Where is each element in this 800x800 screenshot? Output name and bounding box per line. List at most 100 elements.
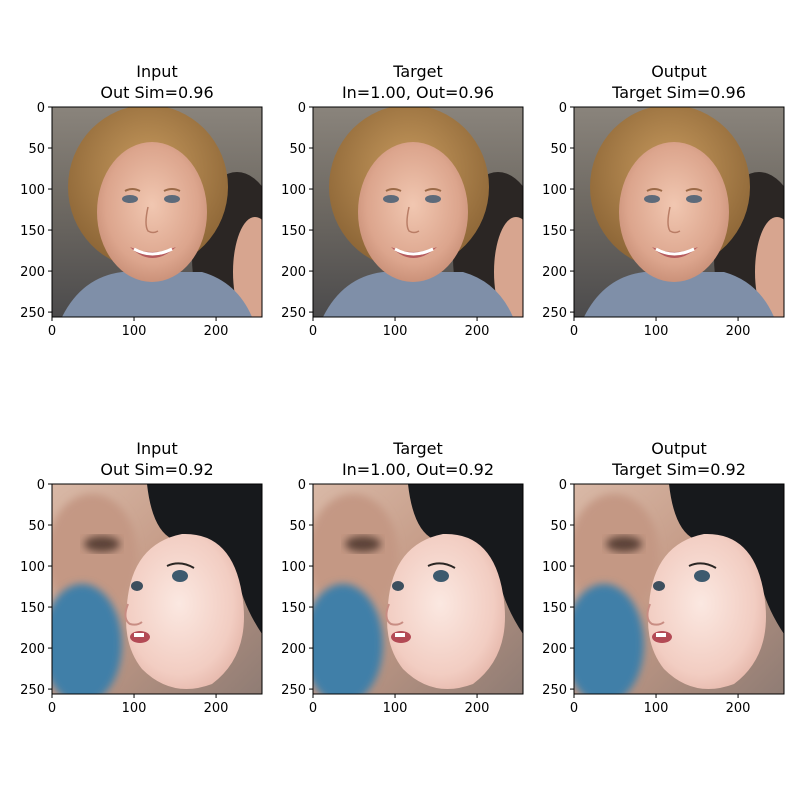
panel-title: Input: [136, 439, 177, 458]
x-tick-label: 100: [644, 324, 669, 339]
axes-frame: [312, 483, 524, 695]
side-face-shape: [233, 217, 262, 317]
shirt-shape: [584, 272, 774, 317]
axes-frame: [312, 106, 524, 318]
blurred-adult-face-shape: [313, 494, 398, 614]
y-tick-label: 250: [542, 306, 567, 321]
x-tick-label: 200: [465, 324, 490, 339]
panel-title: Target: [392, 62, 443, 81]
face-shape: [97, 142, 207, 282]
y-tick-label: 50: [289, 142, 306, 157]
hair-shape: [147, 484, 262, 634]
panel-image: [52, 107, 262, 317]
nose-shape: [145, 206, 159, 234]
x-tick-label: 200: [204, 701, 229, 716]
panel-image: [574, 107, 784, 317]
teeth-shape: [133, 247, 173, 256]
teeth-shape: [134, 633, 144, 637]
y-tick-label: 150: [20, 224, 45, 239]
y-tick-label: 200: [281, 265, 306, 280]
right-eye-shape: [425, 195, 441, 203]
y-tick-label: 100: [542, 560, 567, 575]
x-tick-label: 0: [570, 324, 578, 339]
x-tick-label: 100: [122, 324, 147, 339]
panel: Input Out Sim=0.96 0 100 200 0 50 100 150 200 250: [20, 62, 263, 339]
hair-shape: [408, 484, 523, 634]
panel: Input Out Sim=0.92 0 100 200 0 50 100 150 200 250: [20, 439, 263, 716]
left-eye-shape: [383, 195, 399, 203]
blurred-eye-shape: [606, 536, 642, 552]
axes-frame: [573, 106, 785, 318]
blurred-eye-shape: [345, 536, 381, 552]
left-eye-shape: [653, 581, 665, 591]
x-tick-label: 0: [570, 701, 578, 716]
panel-title: Out Sim=0.96: [100, 83, 213, 102]
y-tick-label: 200: [542, 642, 567, 657]
blurred-adult-face-shape: [574, 494, 659, 614]
axes-frame: [51, 106, 263, 318]
y-tick-label: 50: [550, 142, 567, 157]
y-tick-label: 150: [542, 601, 567, 616]
y-tick-label: 50: [550, 519, 567, 534]
x-tick-label: 200: [204, 324, 229, 339]
panel-image: [313, 107, 523, 317]
right-brow-shape: [685, 188, 703, 192]
nose-shape: [385, 603, 404, 626]
panel-image: [574, 484, 784, 694]
right-eye-shape: [164, 195, 180, 203]
y-tick-label: 150: [281, 601, 306, 616]
teeth-shape: [395, 633, 405, 637]
y-tick-label: 0: [559, 478, 567, 493]
y-tick-label: 0: [37, 478, 45, 493]
shirt-shape: [323, 272, 513, 317]
face-shape: [358, 142, 468, 282]
nose-shape: [406, 206, 420, 234]
y-tick-label: 0: [37, 101, 45, 116]
y-tick-label: 250: [20, 683, 45, 698]
panel-title: Target: [392, 439, 443, 458]
face-shape: [619, 142, 729, 282]
panel-image: [313, 484, 523, 694]
teeth-shape: [656, 633, 666, 637]
blurred-blue-shape: [313, 584, 383, 694]
x-tick-label: 100: [122, 701, 147, 716]
y-tick-label: 200: [542, 265, 567, 280]
x-tick-label: 0: [309, 324, 317, 339]
face-shape: [648, 533, 766, 689]
right-eye-shape: [172, 570, 188, 582]
blurred-blue-shape: [574, 584, 644, 694]
x-tick-label: 200: [726, 701, 751, 716]
nose-shape: [124, 603, 143, 626]
panel-title: Input: [136, 62, 177, 81]
panel-title: In=1.00, Out=0.96: [342, 83, 494, 102]
x-tick-label: 200: [726, 324, 751, 339]
left-eye-shape: [392, 581, 404, 591]
panel: Target In=1.00, Out=0.92 0 100 200 0 50 100 150 2…: [281, 439, 524, 716]
y-tick-label: 100: [281, 183, 306, 198]
y-tick-label: 100: [542, 183, 567, 198]
nose-shape: [667, 206, 681, 234]
panel-title: Target Sim=0.96: [611, 83, 746, 102]
blurred-adult-face-shape: [52, 494, 137, 614]
hair-shape: [669, 484, 784, 634]
blurred-eye-shape: [84, 536, 120, 552]
y-tick-label: 150: [281, 224, 306, 239]
x-tick-label: 0: [309, 701, 317, 716]
panel: Target In=1.00, Out=0.96 0 100 200 0 50 100 150 2…: [281, 62, 524, 339]
x-tick-label: 100: [383, 701, 408, 716]
y-tick-label: 50: [28, 142, 45, 157]
panel-image: [52, 484, 262, 694]
side-face-shape: [755, 217, 784, 317]
y-tick-label: 50: [28, 519, 45, 534]
left-brow-shape: [646, 188, 663, 192]
right-brow-shape: [163, 188, 181, 192]
y-tick-label: 0: [559, 101, 567, 116]
right-eye-shape: [694, 570, 710, 582]
panel-title: Target Sim=0.92: [611, 460, 746, 479]
y-tick-label: 200: [20, 642, 45, 657]
left-eye-shape: [122, 195, 138, 203]
y-tick-label: 150: [20, 601, 45, 616]
x-tick-label: 100: [383, 324, 408, 339]
face-shape: [387, 533, 505, 689]
